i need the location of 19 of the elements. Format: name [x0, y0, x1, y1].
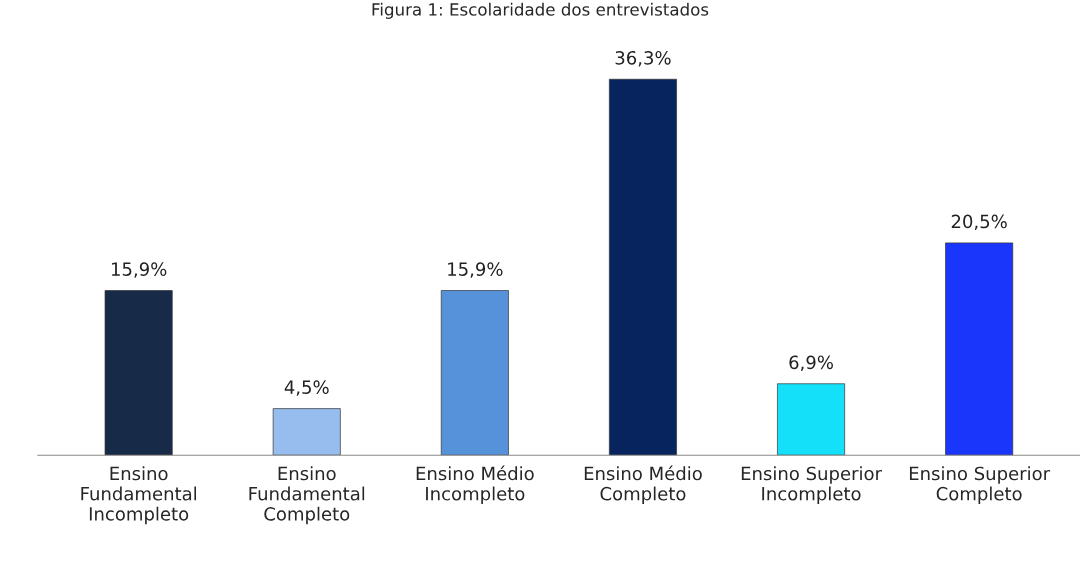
data-label: 15,9% [448, 262, 503, 278]
x-tick-label: Ensino Superior Completo [909, 466, 1051, 504]
x-tick-label: Ensino Fundamental Incompleto [81, 466, 197, 525]
data-label: 4,5% [284, 380, 329, 396]
bar [104, 290, 173, 456]
bar [608, 78, 677, 456]
data-label: 6,9% [789, 355, 833, 371]
bar [777, 383, 846, 456]
data-label: 36,3% [615, 50, 671, 67]
data-label: 15,9% [111, 262, 167, 278]
data-label: 20,5% [951, 214, 1007, 231]
chart-title: Figura 1: Escolaridade dos entrevistados [372, 2, 709, 19]
x-tick-label: Ensino Superior Incompleto [741, 466, 882, 504]
x-tick-label: Ensino Fundamental Completo [249, 466, 365, 525]
bar [945, 242, 1014, 456]
bar [272, 408, 341, 456]
x-tick-label: Ensino Médio Completo [584, 465, 702, 504]
bar [440, 290, 509, 456]
x-tick-label: Ensino Médio Incompleto [416, 465, 534, 504]
